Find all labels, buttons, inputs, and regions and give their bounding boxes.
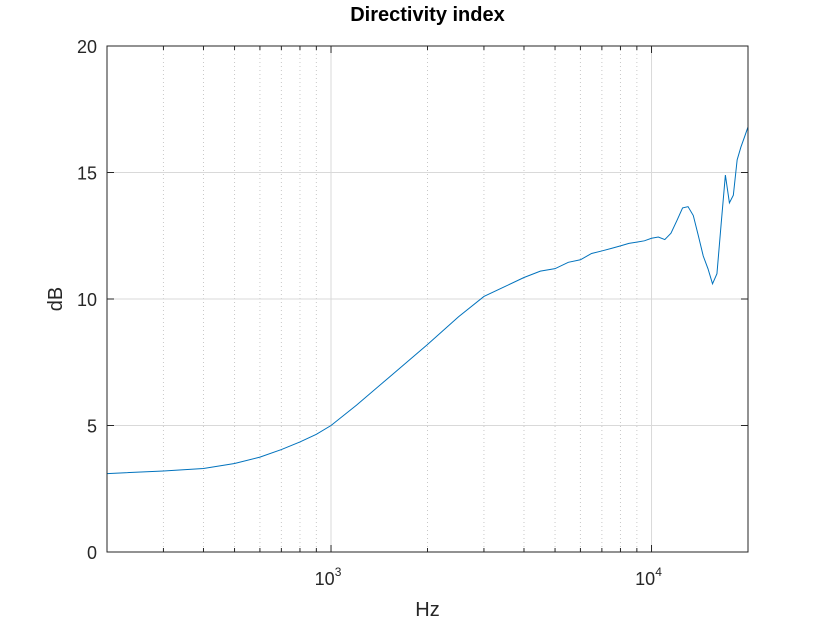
chart-title: Directivity index bbox=[350, 4, 505, 26]
y-tick-label: 0 bbox=[87, 543, 97, 563]
grid bbox=[107, 46, 748, 552]
x-tick-label: 103 bbox=[315, 565, 342, 589]
y-tick-label: 10 bbox=[77, 290, 97, 310]
y-tick-label: 20 bbox=[77, 37, 97, 57]
data-series-line bbox=[106, 126, 749, 475]
y-tick-label: 5 bbox=[87, 417, 97, 437]
y-axis-label: dB bbox=[45, 287, 67, 311]
y-tick-label: 15 bbox=[77, 164, 97, 184]
x-tick-label: 104 bbox=[635, 565, 662, 589]
plot-frame bbox=[106, 45, 749, 553]
x-axis-label: Hz bbox=[415, 599, 439, 620]
tick-labels: 103 104 0 5 10 15 20 bbox=[77, 37, 662, 589]
